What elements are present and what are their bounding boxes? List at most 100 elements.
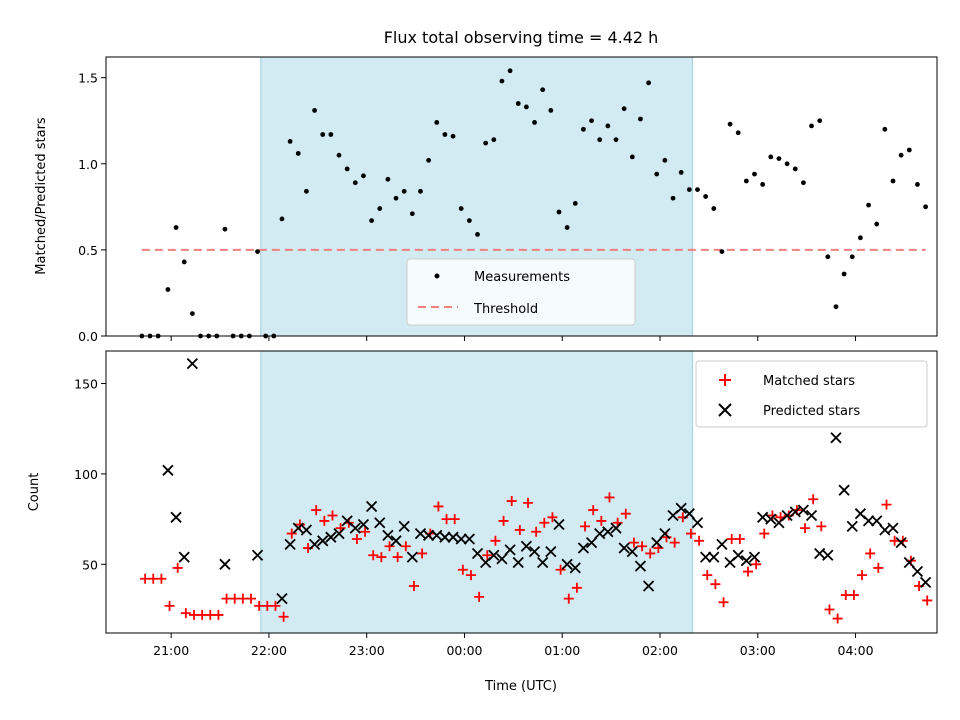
predicted-star-point: [740, 555, 752, 567]
measurement-point: [361, 173, 366, 179]
measurement-point: [564, 225, 570, 230]
predicted-star-point: [602, 526, 614, 538]
measurement-point: [662, 157, 668, 163]
legend-predicted-marker: [718, 403, 732, 417]
measurement-point: [906, 147, 912, 153]
matched-star-point: [457, 564, 468, 575]
predicted-star-point: [822, 549, 834, 561]
matched-star-point: [498, 515, 509, 526]
matched-star-point: [384, 541, 395, 552]
matched-star-point: [759, 528, 770, 539]
measurement-point: [874, 221, 880, 227]
measurement-point: [165, 287, 171, 292]
measurement-point: [548, 107, 554, 113]
matched-star-point: [734, 534, 745, 544]
matched-star-point: [824, 604, 835, 615]
matched-star-point: [637, 541, 648, 552]
measurement-point: [678, 169, 684, 175]
matched-star-point: [514, 524, 525, 535]
measurement-point: [499, 78, 505, 84]
bottom-y-ticks: 50 100 150: [74, 377, 106, 572]
predicted-star-point: [317, 535, 329, 547]
measurement-point: [556, 209, 562, 215]
measurement-point: [898, 152, 904, 158]
predicted-star-point: [284, 538, 296, 551]
x-tick-label: 03:00: [740, 643, 776, 658]
measurement-point: [442, 132, 448, 137]
measurement-point: [409, 211, 415, 217]
measurement-point: [279, 216, 285, 222]
bottom-plot-frame: [105, 350, 938, 634]
predicted-star-point: [919, 576, 932, 589]
matched-star-point: [351, 534, 362, 544]
predicted-star-point: [162, 464, 174, 476]
measurement-point: [475, 231, 480, 237]
predicted-star-point: [496, 553, 508, 565]
predicted-star-point: [422, 529, 435, 542]
matched-star-point: [571, 582, 582, 593]
measurement-point: [654, 171, 660, 177]
predicted-star-point: [308, 538, 321, 551]
matched-star-point: [685, 528, 696, 539]
matched-star-point: [800, 523, 811, 534]
measurement-point: [336, 152, 342, 158]
measurement-point: [768, 154, 774, 160]
top-y-tick-label: 1.5: [78, 71, 98, 86]
measurement-point: [458, 206, 464, 211]
measurement-point: [597, 137, 603, 143]
matched-star-point: [669, 537, 680, 548]
measurement-point: [369, 218, 374, 224]
legend-measurements-label: Measurements: [474, 270, 570, 285]
matched-star-point: [531, 526, 542, 537]
predicted-star-point: [797, 504, 810, 516]
predicted-star-point: [325, 531, 337, 543]
predicted-star-point: [765, 513, 777, 525]
top-y-axis-label: Matched/Predicted stars: [34, 117, 49, 275]
measurement-point: [784, 161, 790, 167]
predicted-star-point: [618, 542, 630, 554]
predicted-star-point: [439, 531, 451, 543]
measurement-point: [719, 249, 725, 255]
predicted-star-point: [357, 518, 370, 531]
matched-star-point: [180, 608, 191, 619]
top-y-ticks: 0.0 0.5 1.0 1.5: [78, 71, 106, 344]
top-legend: Measurements Threshold: [406, 258, 636, 326]
predicted-star-point: [846, 520, 858, 532]
measurement-point: [776, 156, 782, 162]
measurement-point: [434, 120, 440, 125]
measurement-point: [255, 249, 260, 255]
predicted-star-point: [545, 546, 557, 558]
predicted-star-point: [895, 536, 907, 549]
predicted-star-point: [520, 540, 533, 552]
predicted-star-point: [830, 432, 842, 444]
x-tick-label: 02:00: [642, 643, 678, 658]
measurement-point: [385, 176, 391, 182]
measurement-point: [189, 311, 195, 317]
matched-star-point: [506, 496, 517, 507]
x-tick-label: 21:00: [153, 643, 189, 658]
matched-star-point: [645, 548, 656, 559]
matched-star-point: [832, 613, 843, 624]
matched-star-point: [408, 581, 419, 591]
predicted-star-point: [903, 556, 915, 569]
predicted-star-point: [862, 515, 875, 527]
measurement-point: [295, 151, 301, 156]
matched-star-point: [661, 532, 672, 543]
matched-star-point: [718, 597, 729, 608]
measurement-point: [638, 116, 643, 122]
matched-star-point: [865, 548, 876, 559]
matched-star-point: [873, 562, 884, 573]
predicted-star-point: [398, 520, 410, 532]
measurement-point: [418, 188, 423, 194]
matched-star-point: [702, 570, 713, 581]
measurement-point: [222, 226, 228, 232]
measurement-point: [833, 304, 839, 310]
legend-predicted-label: Predicted stars: [763, 404, 860, 419]
predicted-star-point: [732, 549, 744, 561]
matched-star-points: [140, 492, 933, 624]
predicted-star-point: [659, 527, 671, 540]
measurement-point: [287, 138, 293, 144]
x-tick-label: 01:00: [544, 643, 580, 658]
measurement-point: [377, 206, 383, 211]
